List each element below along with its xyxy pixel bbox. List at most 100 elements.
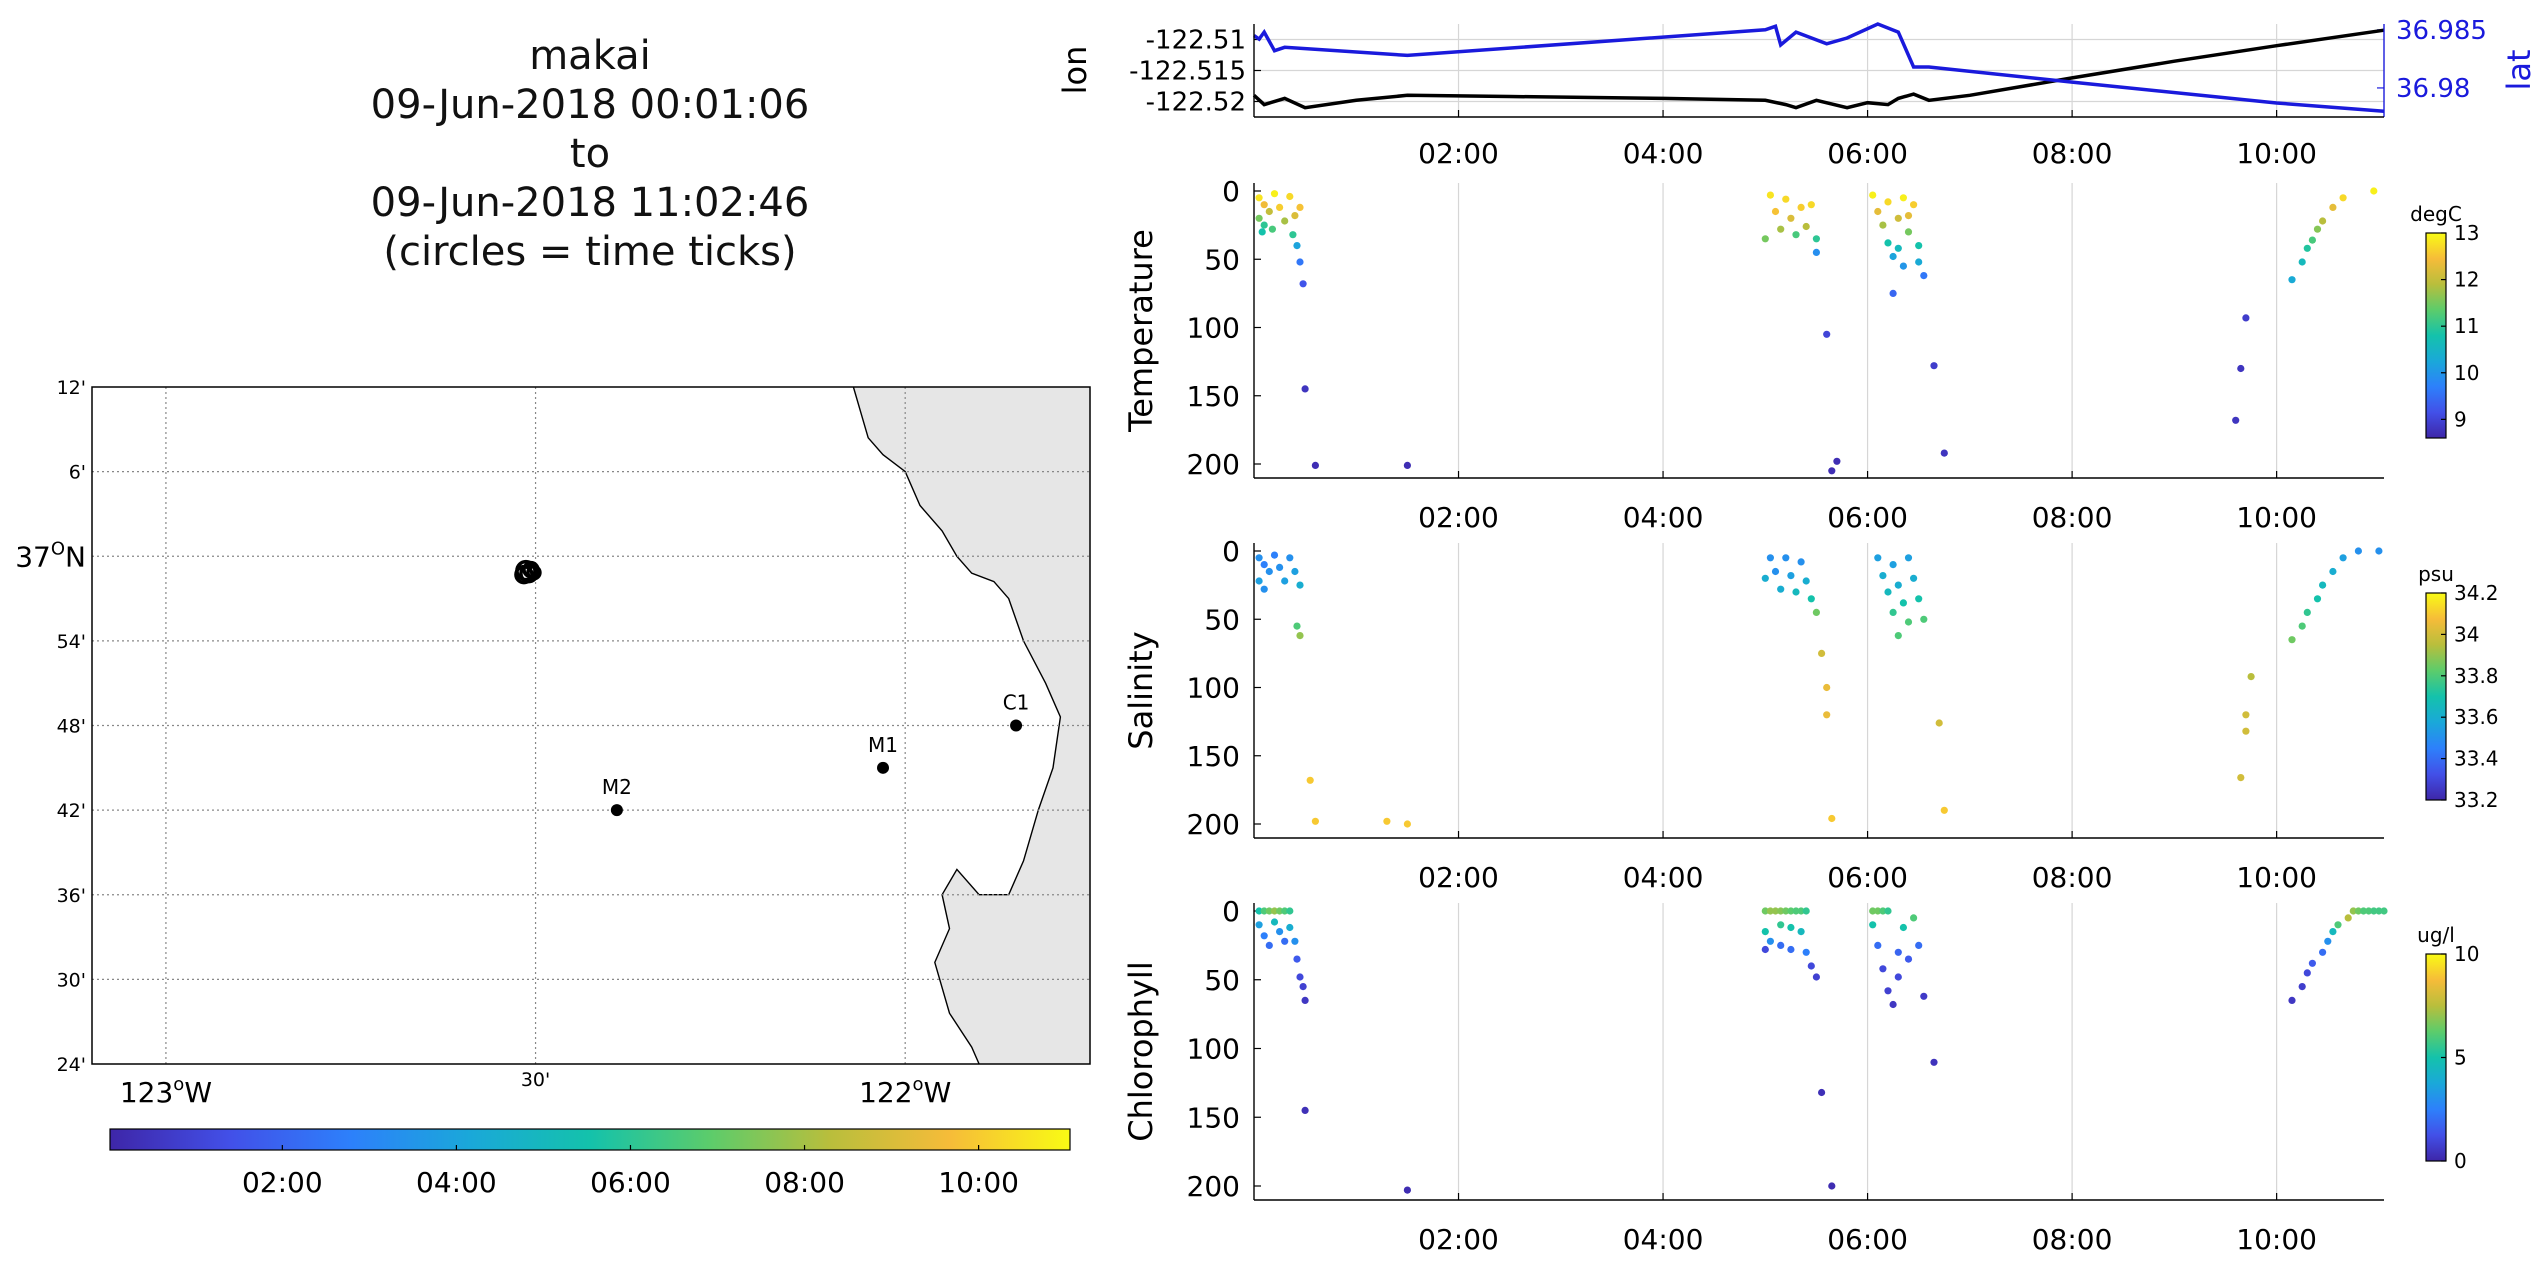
data-point	[1889, 608, 1897, 617]
coastline	[852, 386, 1062, 1065]
colorbar-tick-label: 0	[2454, 1149, 2467, 1173]
data-point	[1286, 192, 1294, 201]
data-point	[2308, 236, 2316, 244]
station-label: C1	[1003, 691, 1030, 715]
data-point	[1270, 190, 1279, 198]
data-point	[1403, 820, 1411, 828]
data-point	[1286, 554, 1294, 562]
data-point	[1299, 983, 1307, 991]
data-point	[2349, 907, 2357, 915]
data-point	[2380, 907, 2388, 915]
data-point	[1889, 561, 1897, 569]
colorbar-tick-label: 33.8	[2454, 664, 2499, 688]
data-point	[2339, 194, 2347, 202]
data-point	[1260, 201, 1268, 209]
temperature-panel: 02:00 04:00 06:00 08:00 10:00 0 50 100 150 200 Tem…	[1122, 175, 2479, 534]
data-point	[1894, 244, 1902, 252]
data-point	[2298, 983, 2306, 991]
data-point	[1270, 918, 1279, 926]
data-point	[2319, 217, 2327, 225]
data-point	[1802, 907, 1810, 915]
time-tick-label: 02:00	[1418, 1223, 1499, 1256]
data-point	[1823, 683, 1831, 692]
data-point	[2237, 774, 2245, 782]
data-point	[1797, 203, 1805, 211]
y-axis-label: Temperature	[1122, 229, 1160, 433]
data-point	[1301, 996, 1309, 1005]
depth-tick-label: 0	[1222, 895, 1240, 928]
colorbar-tick-label: 5	[2454, 1046, 2467, 1070]
time-tick-label: 04:00	[1623, 1223, 1704, 1256]
data-point	[1812, 973, 1820, 981]
map-lat-tick-label: 12'	[57, 377, 86, 399]
data-point	[1270, 907, 1279, 915]
data-point	[1879, 572, 1887, 580]
chlorophyll-panel: 02:00 04:00 06:00 08:00 10:00050100150200Chl…	[1122, 895, 2479, 1256]
track-loop	[526, 564, 542, 581]
time-tick-label: 04:00	[1623, 501, 1704, 534]
time-colorbar-tick-label: 06:00	[590, 1166, 671, 1199]
colorbar-unit-label: psu	[2418, 562, 2454, 586]
data-point	[1930, 1058, 1938, 1066]
colorbar-unit-label: ug/l	[2417, 923, 2455, 947]
data-point	[1766, 937, 1774, 945]
title-line-platform: makai	[529, 33, 651, 79]
data-point	[2242, 727, 2250, 735]
data-point	[1792, 231, 1800, 239]
data-point	[2308, 959, 2316, 967]
data-point	[1812, 248, 1820, 256]
data-point	[1296, 973, 1304, 981]
map-lon-tick-label: 30'	[521, 1069, 550, 1091]
map-frame	[91, 386, 1091, 1065]
colorbar-tick-label: 34	[2454, 622, 2479, 646]
data-point	[1874, 941, 1882, 950]
data-point	[1812, 608, 1820, 617]
map-lat-tick-label: 30'	[57, 969, 86, 991]
data-point	[1276, 563, 1284, 572]
station-marker	[877, 761, 890, 774]
data-point	[1766, 191, 1774, 199]
data-point	[2334, 921, 2342, 929]
data-point	[1797, 907, 1805, 915]
time-tick-label: 10:00	[2236, 501, 2317, 534]
lon-series-line	[1252, 28, 2385, 110]
data-point	[1869, 907, 1877, 915]
data-point	[2375, 907, 2383, 915]
data-point	[1281, 577, 1289, 585]
data-point	[1802, 222, 1810, 231]
salinity-panel: 02:00 04:00 06:00 08:00 10:00 0 50 100 150 200 Sal…	[1122, 535, 2499, 894]
data-point	[2242, 711, 2250, 719]
data-point	[1940, 806, 1948, 814]
data-point	[1296, 203, 1304, 211]
data-point	[1265, 207, 1273, 216]
data-point	[1797, 558, 1805, 566]
data-point	[2303, 969, 2311, 977]
depth-tick-label: 50	[1204, 243, 1240, 276]
data-point	[2288, 636, 2296, 644]
colorbar-tick-label: 33.6	[2454, 705, 2499, 729]
data-point	[1899, 262, 1907, 270]
time-tick-label: 06:00	[1827, 501, 1908, 534]
data-point	[1260, 932, 1268, 940]
depth-tick-label: 150	[1187, 1101, 1240, 1134]
time-tick-label: 08:00	[2032, 137, 2113, 170]
time-tick-label: 04:00	[1623, 861, 1704, 894]
y-axis-label: Chlorophyll	[1122, 961, 1160, 1141]
data-point	[1766, 907, 1774, 915]
data-point	[1403, 1186, 1411, 1194]
data-point	[1915, 595, 1923, 603]
data-point	[1802, 948, 1810, 956]
colorbar-tick-label: 33.4	[2454, 747, 2499, 771]
data-point	[1802, 577, 1810, 585]
depth-tick-label: 200	[1187, 808, 1240, 841]
data-point	[1910, 574, 1918, 582]
data-point	[1904, 228, 1913, 236]
data-point	[1270, 551, 1279, 559]
time-tick-label: 10:00	[2236, 137, 2317, 170]
data-point	[1255, 921, 1263, 929]
data-point	[1291, 937, 1299, 945]
data-point	[1281, 937, 1289, 945]
data-point	[1894, 973, 1902, 981]
data-point	[1915, 242, 1923, 250]
data-point	[1894, 632, 1902, 640]
